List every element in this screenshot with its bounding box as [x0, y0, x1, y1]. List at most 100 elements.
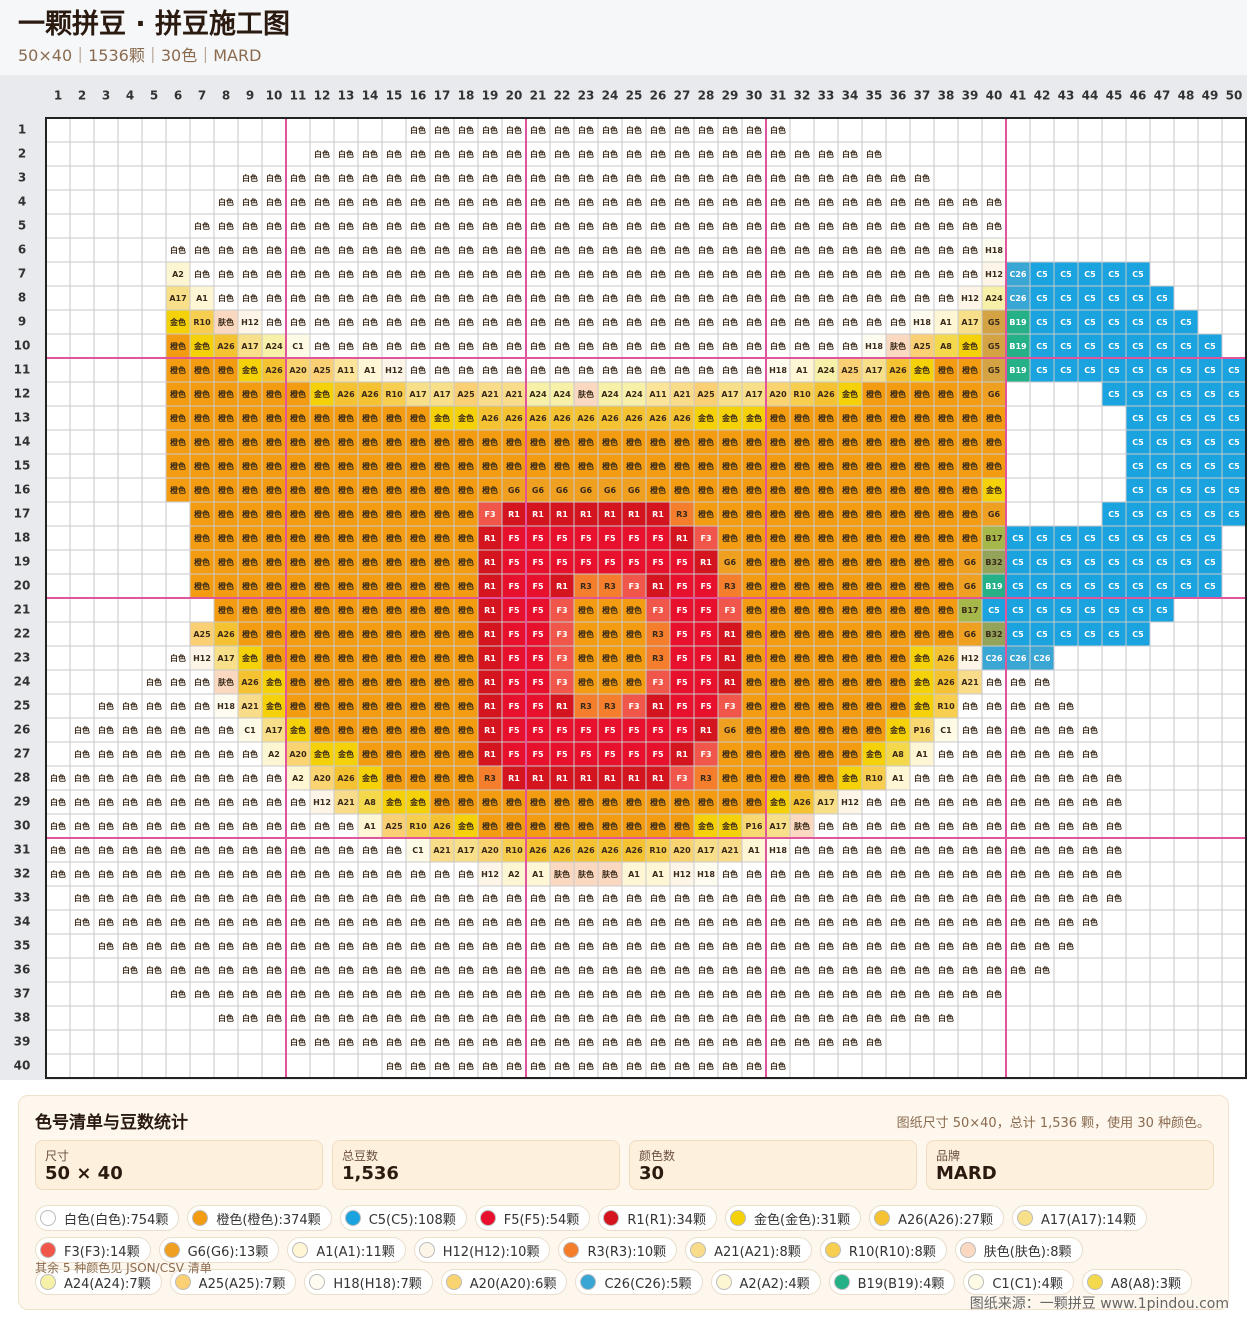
bead-code: 橙色 [530, 461, 546, 471]
bead-cell [838, 310, 862, 334]
bead-cell [550, 286, 574, 310]
bead-code: 白色 [74, 749, 90, 759]
bead-code: 白色 [938, 917, 954, 927]
bead-code: 橙色 [386, 533, 402, 543]
bead-code: 白色 [1082, 725, 1098, 735]
bead-code: A24 [625, 390, 643, 399]
bead-code: 橙色 [866, 437, 882, 447]
bead-code: F5 [580, 534, 591, 543]
bead-code: 白色 [434, 965, 450, 975]
legend-swatch [563, 1242, 580, 1258]
bead-code: 白色 [602, 173, 618, 183]
column-label: 18 [458, 89, 475, 103]
bead-code: 白色 [410, 125, 426, 135]
bead-code: 白色 [914, 197, 930, 207]
bead-code: 白色 [314, 845, 330, 855]
column-label: 46 [1130, 89, 1147, 103]
bead-code: 白色 [194, 845, 210, 855]
bead-code: 白色 [986, 221, 1002, 231]
bead-code: R1 [484, 534, 496, 543]
bead-code: 白色 [458, 869, 474, 879]
bead-cell [382, 286, 406, 310]
bead-code: 白色 [218, 845, 234, 855]
bead-code: 橙色 [842, 677, 858, 687]
bead-code: 白色 [506, 293, 522, 303]
row-label: 32 [14, 867, 31, 881]
bead-code: 白色 [362, 149, 378, 159]
bead-cell [238, 262, 262, 286]
bead-code: 白色 [266, 845, 282, 855]
bead-cell [478, 262, 502, 286]
bead-code: 白色 [674, 125, 690, 135]
bead-cell [790, 358, 814, 382]
bead-code: H18 [697, 870, 715, 879]
bead-code: 橙色 [770, 485, 786, 495]
bead-code: 肤色 [578, 869, 594, 879]
bead-code: R1 [724, 630, 736, 639]
bead-code: 白色 [818, 317, 834, 327]
bead-code: 白色 [578, 293, 594, 303]
bead-code: 白色 [554, 125, 570, 135]
bead-code: 橙色 [266, 533, 282, 543]
bead-code: 白色 [482, 317, 498, 327]
bead-code: 白色 [314, 965, 330, 975]
bead-code: 白色 [770, 173, 786, 183]
bead-code: A11 [649, 390, 667, 399]
bead-code: 白色 [938, 965, 954, 975]
bead-code: 白色 [482, 1061, 498, 1071]
bead-cell [310, 166, 334, 190]
bead-cell [286, 238, 310, 262]
bead-code: 白色 [650, 269, 666, 279]
bead-code: F5 [532, 606, 543, 615]
bead-code: 白色 [650, 341, 666, 351]
bead-code: C5 [1060, 606, 1072, 615]
bead-code: 橙色 [410, 557, 426, 567]
bead-code: 橙色 [746, 773, 762, 783]
bead-cell [1006, 310, 1030, 334]
bead-code: 白色 [122, 797, 138, 807]
bead-code: G6 [580, 486, 593, 495]
bead-code: 橙色 [866, 605, 882, 615]
bead-code: 金色 [961, 341, 978, 351]
bead-code: 白色 [770, 869, 786, 879]
legend-label: 白色(白色):754颗 [64, 1212, 169, 1228]
bead-cell [262, 286, 286, 310]
bead-cell [358, 310, 382, 334]
bead-code: A24 [985, 294, 1003, 303]
bead-code: 白色 [674, 293, 690, 303]
bead-code: 白色 [290, 893, 306, 903]
bead-code: 橙色 [506, 461, 522, 471]
bead-code: 白色 [578, 365, 594, 375]
bead-code: A17 [409, 390, 426, 399]
bead-code: 白色 [1034, 773, 1050, 783]
bead-code: 白色 [170, 701, 186, 711]
bead-code: 白色 [1010, 965, 1026, 975]
bead-code: 白色 [242, 773, 258, 783]
bead-code: C5 [1060, 270, 1072, 279]
bead-code: A17 [241, 342, 258, 351]
bead-cell [526, 142, 550, 166]
bead-cell [1126, 358, 1150, 382]
bead-cell [622, 142, 646, 166]
bead-code: 白色 [410, 269, 426, 279]
bead-code: 白色 [914, 989, 930, 999]
column-label: 8 [222, 89, 230, 103]
bead-code: 白色 [938, 869, 954, 879]
bead-cell [526, 334, 550, 358]
bead-cell [262, 214, 286, 238]
bead-code: 金色 [433, 413, 450, 423]
bead-cell [622, 214, 646, 238]
bead-code: 白色 [410, 1013, 426, 1023]
bead-code: 橙色 [770, 533, 786, 543]
bead-code: 橙色 [746, 725, 762, 735]
bead-cell [694, 262, 718, 286]
bead-code: 白色 [914, 1013, 930, 1023]
bead-cell [478, 286, 502, 310]
bead-cell [526, 238, 550, 262]
bead-code: 白色 [674, 1061, 690, 1071]
bead-code: 白色 [770, 941, 786, 951]
bead-code: C5 [1132, 270, 1144, 279]
bead-code: 白色 [266, 293, 282, 303]
bead-code: 白色 [506, 245, 522, 255]
bead-code: R1 [700, 726, 712, 735]
